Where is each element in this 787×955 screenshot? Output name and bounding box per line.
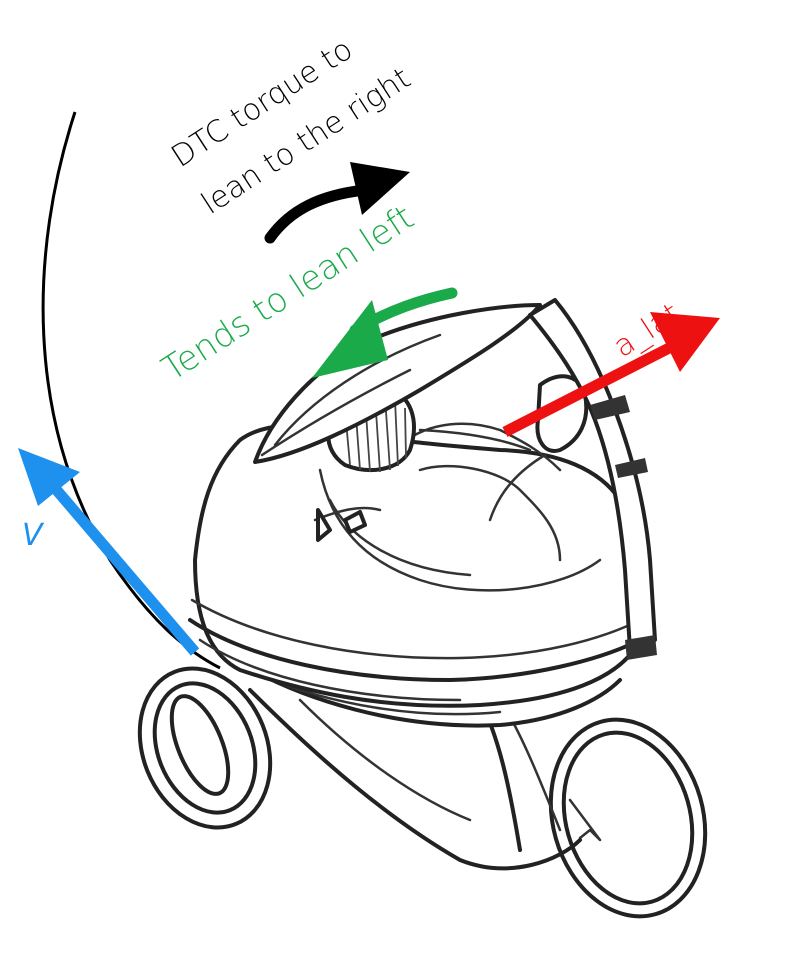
stroller-sketch xyxy=(137,298,708,919)
tends-lean-left-arrow xyxy=(312,287,458,378)
velocity-arrow xyxy=(18,448,200,656)
v-label: V xyxy=(22,518,45,553)
a-lat-arrow xyxy=(502,312,720,437)
rear-wheel-right xyxy=(548,717,708,919)
rear-wheel-left xyxy=(137,666,273,830)
dtc-torque-arrow xyxy=(264,162,410,244)
